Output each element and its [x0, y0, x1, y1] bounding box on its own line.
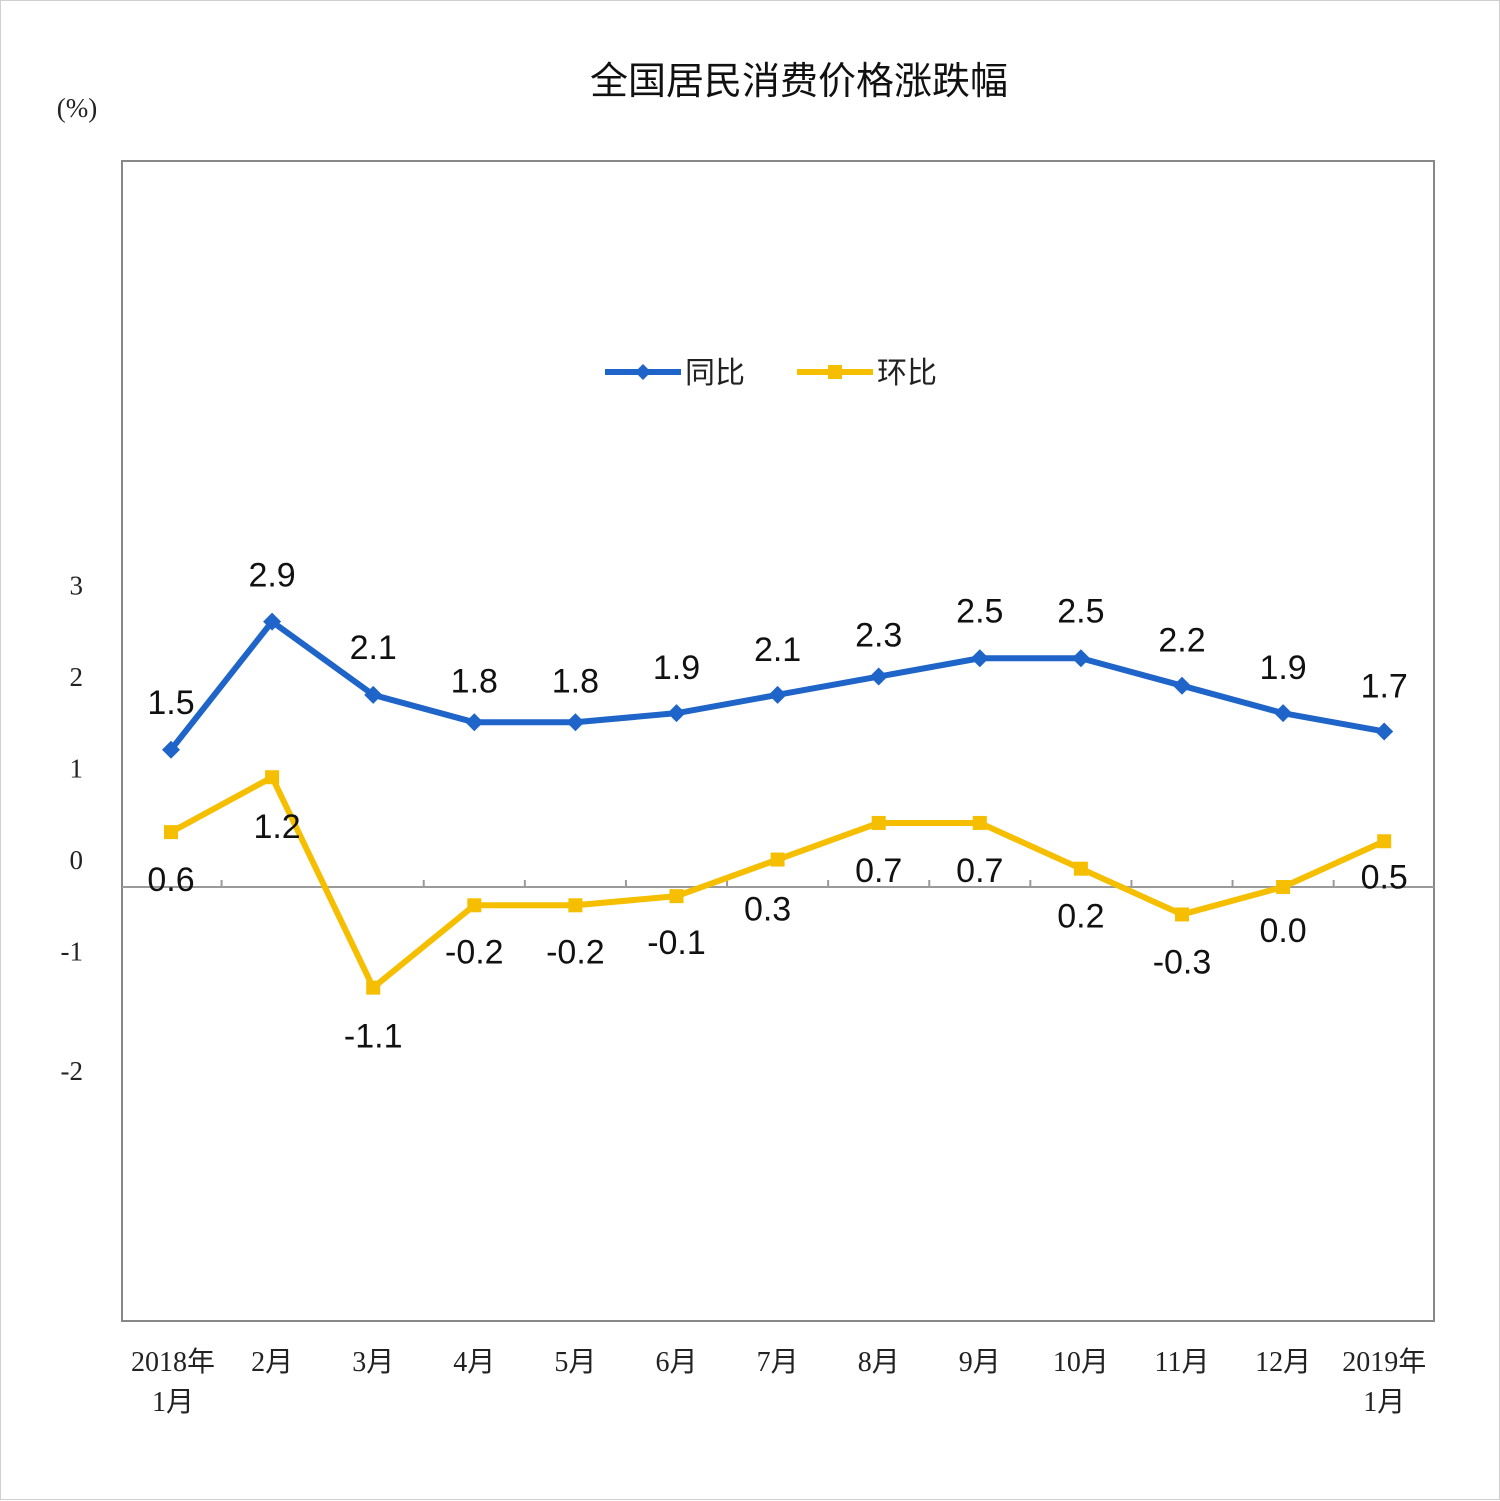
data-label-mom: -0.2: [445, 933, 504, 971]
data-point-yoy: [263, 612, 282, 631]
data-label-mom: -1.1: [344, 1018, 403, 1056]
y-tick-label: 2: [70, 662, 84, 692]
data-point-mom: [669, 889, 684, 904]
data-point-mom: [568, 898, 583, 913]
x-tick-label: 8月: [858, 1347, 900, 1378]
data-point-yoy: [970, 649, 989, 668]
data-point-yoy: [1173, 676, 1191, 695]
data-label-mom: -0.2: [546, 933, 605, 971]
data-label-yoy: 2.3: [855, 617, 902, 655]
x-tick-label-line: 3月: [352, 1347, 394, 1378]
data-label-yoy: 1.8: [451, 662, 498, 700]
x-tick-label-line: 1月: [152, 1387, 194, 1418]
data-label-yoy: 2.9: [248, 557, 295, 595]
legend-marker-yoy: [635, 364, 651, 380]
x-tick-label-line: 7月: [757, 1347, 799, 1378]
data-label-yoy: 2.5: [956, 592, 1003, 630]
data-point-yoy: [667, 704, 686, 723]
chart-title: 全国居民消费价格涨跌幅: [590, 59, 1008, 103]
x-tick-label-line: 6月: [655, 1347, 697, 1378]
x-tick-label: 11月: [1155, 1347, 1210, 1378]
data-point-yoy: [869, 667, 888, 686]
data-label-yoy: 1.7: [1361, 667, 1408, 705]
legend-label-yoy: 同比: [685, 356, 745, 391]
x-tick-label: 2018年 1月: [131, 1346, 215, 1418]
x-tick-label: 7月: [757, 1347, 799, 1378]
x-tick-label: 3月: [352, 1347, 394, 1378]
data-label-mom: 0.2: [1057, 898, 1104, 936]
x-tick-label: 2月: [251, 1347, 293, 1378]
data-label-yoy: 1.5: [147, 684, 194, 722]
y-tick-label: -2: [61, 1056, 84, 1086]
x-tick-label-line: 2月: [251, 1347, 293, 1378]
data-label-yoy: 1.9: [653, 649, 700, 687]
data-point-mom: [467, 898, 482, 913]
y-tick-label: -1: [61, 937, 84, 967]
data-point-mom: [164, 825, 178, 840]
data-point-yoy: [364, 685, 383, 704]
data-point-yoy: [1274, 704, 1293, 723]
legend-label-mom: 环比: [877, 356, 937, 391]
data-point-mom: [1276, 880, 1291, 894]
x-tick-label-line: 1月: [1363, 1387, 1405, 1418]
data-label-mom: 1.2: [253, 808, 300, 846]
data-point-yoy: [768, 685, 787, 704]
data-point-mom: [265, 770, 280, 785]
data-label-mom: 0.6: [147, 861, 194, 899]
x-tick-label: 9月: [959, 1347, 1001, 1378]
data-point-yoy: [1071, 649, 1090, 668]
data-label-yoy: 1.8: [552, 662, 599, 700]
data-label-mom: -0.1: [647, 924, 706, 962]
x-tick-label: 12月: [1255, 1347, 1311, 1378]
x-tick-label-line: 2019年: [1342, 1346, 1426, 1378]
x-tick-label: 6月: [655, 1347, 697, 1378]
x-tick-label-line: 11月: [1155, 1347, 1210, 1378]
data-point-mom: [1073, 861, 1088, 876]
data-point-mom: [972, 815, 987, 830]
x-tick-label-line: 5月: [554, 1347, 596, 1378]
data-label-yoy: 2.5: [1057, 592, 1104, 630]
data-label-mom: 0.0: [1259, 912, 1306, 950]
y-tick-label: 0: [70, 845, 84, 875]
x-tick-label: 4月: [453, 1347, 495, 1378]
y-tick-label: 1: [70, 754, 84, 784]
x-tick-label-line: 4月: [453, 1347, 495, 1378]
data-label-mom: 0.7: [855, 852, 902, 890]
data-label-mom: 0.5: [1361, 858, 1408, 896]
data-label-mom: 0.7: [956, 852, 1003, 890]
data-label-yoy: 2.1: [350, 629, 397, 667]
y-tick-label: 3: [70, 571, 84, 601]
data-point-yoy: [465, 713, 484, 732]
x-tick-label-line: 9月: [959, 1347, 1001, 1378]
data-point-mom: [871, 815, 886, 830]
data-point-mom: [1377, 834, 1392, 849]
data-label-mom: -0.3: [1153, 943, 1212, 981]
legend-marker-mom: [828, 365, 842, 379]
x-tick-label: 2019年 1月: [1342, 1346, 1426, 1418]
data-label-yoy: 2.2: [1158, 622, 1205, 660]
x-tick-label-line: 10月: [1053, 1347, 1109, 1378]
x-tick-label-line: 8月: [858, 1347, 900, 1378]
data-point-mom: [366, 980, 381, 995]
data-point-yoy: [1375, 722, 1394, 741]
data-point-yoy: [566, 713, 585, 732]
x-tick-label-line: 12月: [1255, 1347, 1311, 1378]
x-tick-label-line: 2018年: [131, 1346, 215, 1378]
x-tick-label: 10月: [1053, 1347, 1109, 1378]
data-label-yoy: 2.1: [754, 631, 801, 669]
data-point-mom: [1175, 907, 1189, 922]
y-axis-unit-label: (%): [57, 93, 97, 123]
data-point-mom: [770, 852, 785, 867]
data-label-yoy: 1.9: [1259, 649, 1306, 687]
data-label-mom: 0.3: [744, 891, 791, 929]
plot-area: [121, 160, 1435, 1322]
data-point-yoy: [162, 740, 180, 759]
x-tick-label: 5月: [554, 1347, 596, 1378]
